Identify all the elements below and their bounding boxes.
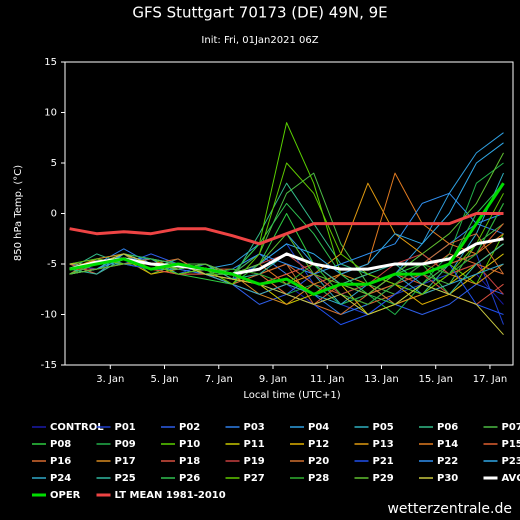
legend-label: P01 [115, 422, 136, 433]
legend-label: LT MEAN 1981-2010 [115, 490, 226, 501]
legend-label: P27 [244, 473, 265, 484]
legend-label: P25 [115, 473, 136, 484]
series-line [69, 212, 504, 246]
y-tick-label: -15 [41, 360, 57, 371]
legend-label: P07 [502, 422, 520, 433]
legend-label: P22 [437, 456, 458, 467]
x-tick-label: 15. Jan [418, 374, 453, 385]
plot-area [69, 122, 505, 336]
legend-label: OPER [50, 490, 81, 501]
legend-label: P05 [373, 422, 394, 433]
legend-label: P18 [179, 456, 200, 467]
legend-label: P10 [179, 439, 200, 450]
x-tick-label: 13. Jan [364, 374, 399, 385]
chart-subtitle: Init: Fri, 01Jan2021 06Z [201, 35, 318, 46]
legend-label: P06 [437, 422, 458, 433]
legend-label: P11 [244, 439, 265, 450]
y-tick-label: -5 [47, 259, 57, 270]
legend-label: P20 [308, 456, 329, 467]
y-tick-label: 15 [44, 57, 57, 68]
x-tick-label: 17. Jan [473, 374, 508, 385]
y-tick-label: -10 [41, 310, 57, 321]
y-axis-label: 850 hPa Temp. (°C) [13, 165, 24, 261]
watermark: wetterzentrale.de [387, 501, 512, 517]
series-line [69, 237, 504, 276]
legend-label: P23 [502, 456, 520, 467]
legend-label: P15 [502, 439, 520, 450]
chart-title: GFS Stuttgart 70173 (DE) 49N, 9E [132, 4, 387, 22]
legend-label: P28 [308, 473, 329, 484]
series-line [69, 253, 504, 336]
series-line [69, 182, 505, 296]
y-tick-label: 10 [44, 108, 57, 119]
legend-label: P03 [244, 422, 265, 433]
legend-label: P29 [373, 473, 394, 484]
legend-label: P08 [50, 439, 71, 450]
x-axis-label: Local time (UTC+1) [243, 390, 340, 401]
series-line [69, 182, 504, 305]
legend-label: P09 [115, 439, 136, 450]
y-tick-label: 5 [51, 158, 57, 169]
legend-label: P02 [179, 422, 200, 433]
x-tick-label: 9. Jan [259, 374, 287, 385]
legend-label: P16 [50, 456, 71, 467]
legend-label: P24 [50, 473, 71, 484]
x-tick-label: 5. Jan [150, 374, 178, 385]
x-tick-label: 3. Jan [96, 374, 124, 385]
legend-label: P13 [373, 439, 394, 450]
legend-label: P26 [179, 473, 200, 484]
legend-label: P19 [244, 456, 265, 467]
legend-label: AVG [502, 473, 520, 484]
legend-label: P04 [308, 422, 329, 433]
x-tick-label: 11. Jan [310, 374, 345, 385]
legend-label: P21 [373, 456, 394, 467]
legend-label: P17 [115, 456, 136, 467]
legend-label: P14 [437, 439, 458, 450]
legend-label: CONTROL [50, 422, 104, 433]
legend-label: P12 [308, 439, 329, 450]
series-line [69, 192, 504, 275]
legend-label: P30 [437, 473, 458, 484]
y-tick-label: 0 [51, 209, 57, 220]
x-tick-label: 7. Jan [205, 374, 233, 385]
